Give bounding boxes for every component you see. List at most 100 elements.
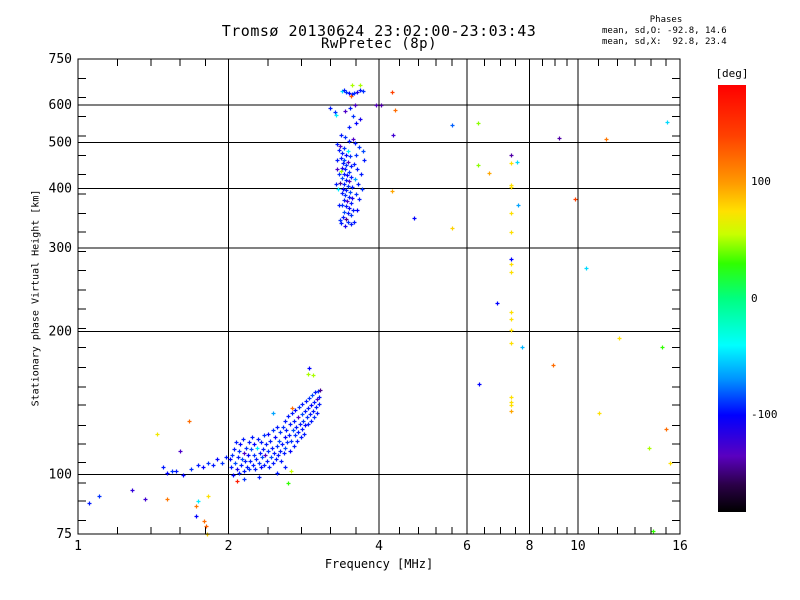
data-point-marker	[349, 222, 354, 227]
data-point-marker	[234, 440, 239, 445]
data-point-marker	[314, 405, 319, 410]
data-point-marker	[283, 446, 288, 451]
data-point-marker	[196, 463, 201, 468]
data-point-marker	[352, 162, 357, 167]
data-point-marker	[346, 184, 351, 189]
data-point-marker	[344, 188, 349, 193]
data-point-marker	[374, 103, 379, 108]
data-point-marker	[476, 121, 481, 126]
data-point-marker	[355, 167, 360, 172]
data-point-marker	[307, 366, 312, 371]
x-tick-label: 16	[672, 539, 688, 554]
data-point-marker	[343, 193, 348, 198]
data-point-marker	[343, 167, 348, 172]
data-point-marker	[297, 405, 302, 410]
data-point-marker	[165, 471, 170, 476]
phases-stats-block: Phases mean, sd,O: -92.8, 14.6 mean, sd,…	[602, 15, 730, 48]
data-point-marker	[328, 106, 333, 111]
data-point-marker	[249, 447, 254, 452]
data-point-marker	[224, 455, 229, 460]
data-point-marker	[307, 396, 312, 401]
data-point-marker	[509, 161, 514, 166]
data-point-marker	[247, 440, 252, 445]
data-point-marker	[340, 166, 345, 171]
colorbar-tick-label: 100	[751, 174, 771, 188]
data-point-marker	[237, 471, 242, 476]
data-point-marker	[358, 83, 363, 88]
colorbar-tick-label: -100	[751, 408, 778, 422]
data-point-marker	[292, 444, 297, 449]
data-point-marker	[356, 182, 361, 187]
data-point-marker	[354, 121, 359, 126]
data-point-marker	[342, 146, 347, 151]
data-point-marker	[261, 447, 266, 452]
data-point-marker	[337, 172, 342, 177]
data-point-marker	[341, 187, 346, 192]
data-point-marker	[287, 433, 292, 438]
data-point-marker	[334, 182, 339, 187]
data-point-marker	[361, 149, 366, 154]
data-point-marker	[345, 199, 350, 204]
data-point-marker	[487, 171, 492, 176]
data-point-marker	[348, 106, 353, 111]
data-point-marker	[286, 481, 291, 486]
data-point-marker	[258, 451, 263, 456]
data-point-marker	[273, 435, 278, 440]
data-point-marker	[335, 158, 340, 163]
data-point-marker	[352, 91, 357, 96]
colorbar-tick-label: 0	[751, 291, 758, 305]
data-point-marker	[288, 449, 293, 454]
data-point-marker	[130, 488, 135, 493]
data-point-marker	[143, 497, 148, 502]
data-point-marker	[349, 94, 354, 99]
data-point-marker	[266, 449, 271, 454]
data-point-marker	[306, 372, 311, 377]
data-point-marker	[354, 153, 359, 158]
data-point-marker	[257, 475, 262, 480]
data-point-marker	[236, 455, 241, 460]
data-point-marker	[285, 440, 290, 445]
data-point-marker	[346, 149, 351, 154]
data-point-marker	[272, 451, 277, 456]
y-tick-label: 75	[56, 527, 72, 542]
data-point-marker	[317, 395, 322, 400]
gridlines-layer	[78, 59, 680, 534]
data-point-marker	[476, 163, 481, 168]
y-tick-label: 500	[49, 136, 72, 151]
data-point-marker	[342, 210, 347, 215]
data-point-marker	[312, 415, 317, 420]
data-point-marker	[315, 397, 320, 402]
data-point-marker	[347, 179, 352, 184]
data-point-marker	[268, 439, 273, 444]
phases-title: Phases	[649, 15, 683, 25]
data-point-marker	[349, 201, 354, 206]
data-point-marker	[284, 428, 289, 433]
data-point-marker	[263, 453, 268, 458]
data-point-marker	[361, 89, 366, 94]
data-point-marker	[242, 469, 247, 474]
data-point-marker	[239, 463, 244, 468]
data-point-marker	[343, 109, 348, 114]
data-point-marker	[296, 430, 301, 435]
data-point-marker	[230, 453, 235, 458]
data-point-marker	[660, 345, 665, 350]
data-point-marker	[345, 173, 350, 178]
data-point-marker	[338, 181, 343, 186]
data-point-marker	[243, 459, 248, 464]
data-point-marker	[450, 226, 455, 231]
data-point-marker	[617, 336, 622, 341]
data-point-marker	[298, 422, 303, 427]
data-point-marker	[256, 437, 261, 442]
data-point-marker	[312, 400, 317, 405]
data-point-marker	[339, 133, 344, 138]
data-point-marker	[248, 459, 253, 464]
data-point-marker	[265, 459, 270, 464]
data-point-marker	[155, 432, 160, 437]
data-point-marker	[343, 224, 348, 229]
data-point-marker	[196, 499, 201, 504]
data-point-marker	[509, 270, 514, 275]
x-tick-label: 2	[225, 539, 233, 554]
ticks-layer	[77, 58, 681, 535]
data-point-marker	[347, 170, 352, 175]
data-point-marker	[306, 422, 311, 427]
